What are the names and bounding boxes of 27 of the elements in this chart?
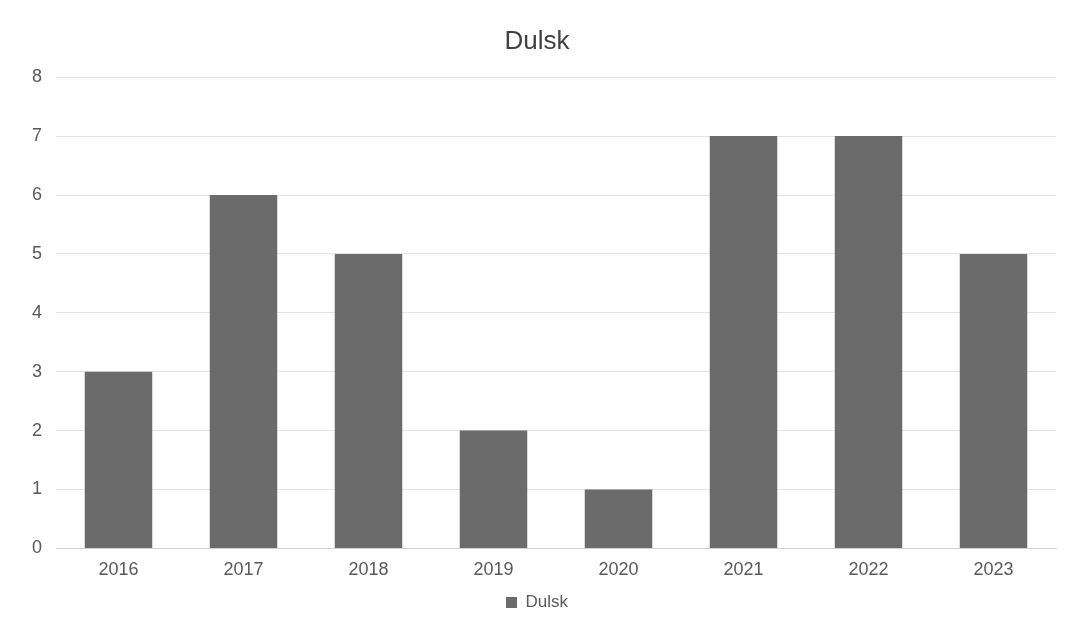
y-tick-label: 5 xyxy=(32,242,43,263)
y-tick-label: 3 xyxy=(32,360,43,381)
x-tick-label: 2020 xyxy=(598,559,639,580)
y-tick-label: 1 xyxy=(32,478,43,499)
bar xyxy=(334,253,403,548)
bar xyxy=(834,136,903,548)
chart-title: Dulsk xyxy=(504,24,571,55)
bar xyxy=(84,371,153,548)
bar xyxy=(584,489,653,548)
y-tick-label: 8 xyxy=(32,66,43,87)
x-tick-label: 2018 xyxy=(348,559,389,580)
y-tick-label: 6 xyxy=(32,183,43,204)
x-tick-label: 2017 xyxy=(223,559,264,580)
bar xyxy=(459,430,528,548)
y-tick-label: 4 xyxy=(32,301,43,322)
y-tick-label: 7 xyxy=(32,125,43,146)
x-tick-label: 2016 xyxy=(98,559,139,580)
x-tick-label: 2022 xyxy=(848,559,889,580)
x-tick-label: 2023 xyxy=(973,559,1014,580)
bar xyxy=(209,195,278,548)
bar xyxy=(959,253,1028,548)
x-tick-label: 2019 xyxy=(473,559,514,580)
bar xyxy=(709,136,778,548)
y-tick-label: 0 xyxy=(32,537,43,558)
x-tick-label: 2021 xyxy=(723,559,764,580)
legend-label: Dulsk xyxy=(525,592,569,612)
y-tick-label: 2 xyxy=(32,419,43,440)
